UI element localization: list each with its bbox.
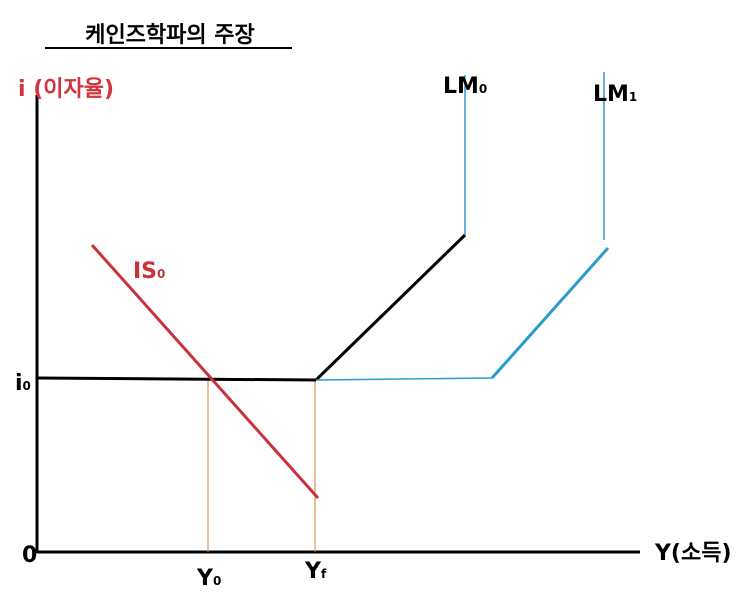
lm1-label: LM1: [593, 82, 637, 107]
yf-label: Yf: [304, 559, 327, 584]
origin-label: 0: [22, 543, 37, 568]
y0-label: Y0: [196, 566, 221, 591]
y-axis-label: i (이자율): [18, 77, 114, 102]
lm0-flat: [36, 376, 317, 382]
i0-label: i0: [15, 371, 31, 396]
title: 케인즈학파의 주장: [85, 23, 255, 48]
lm0-slope: [314, 233, 467, 382]
lm0-label: LM0: [443, 74, 487, 99]
lm1-slope: [490, 247, 610, 379]
is0-label: IS0: [133, 259, 165, 284]
x-axis-label: Y(소득): [654, 541, 732, 566]
is0-curve: [90, 244, 320, 499]
lm1-flat: [315, 377, 493, 381]
